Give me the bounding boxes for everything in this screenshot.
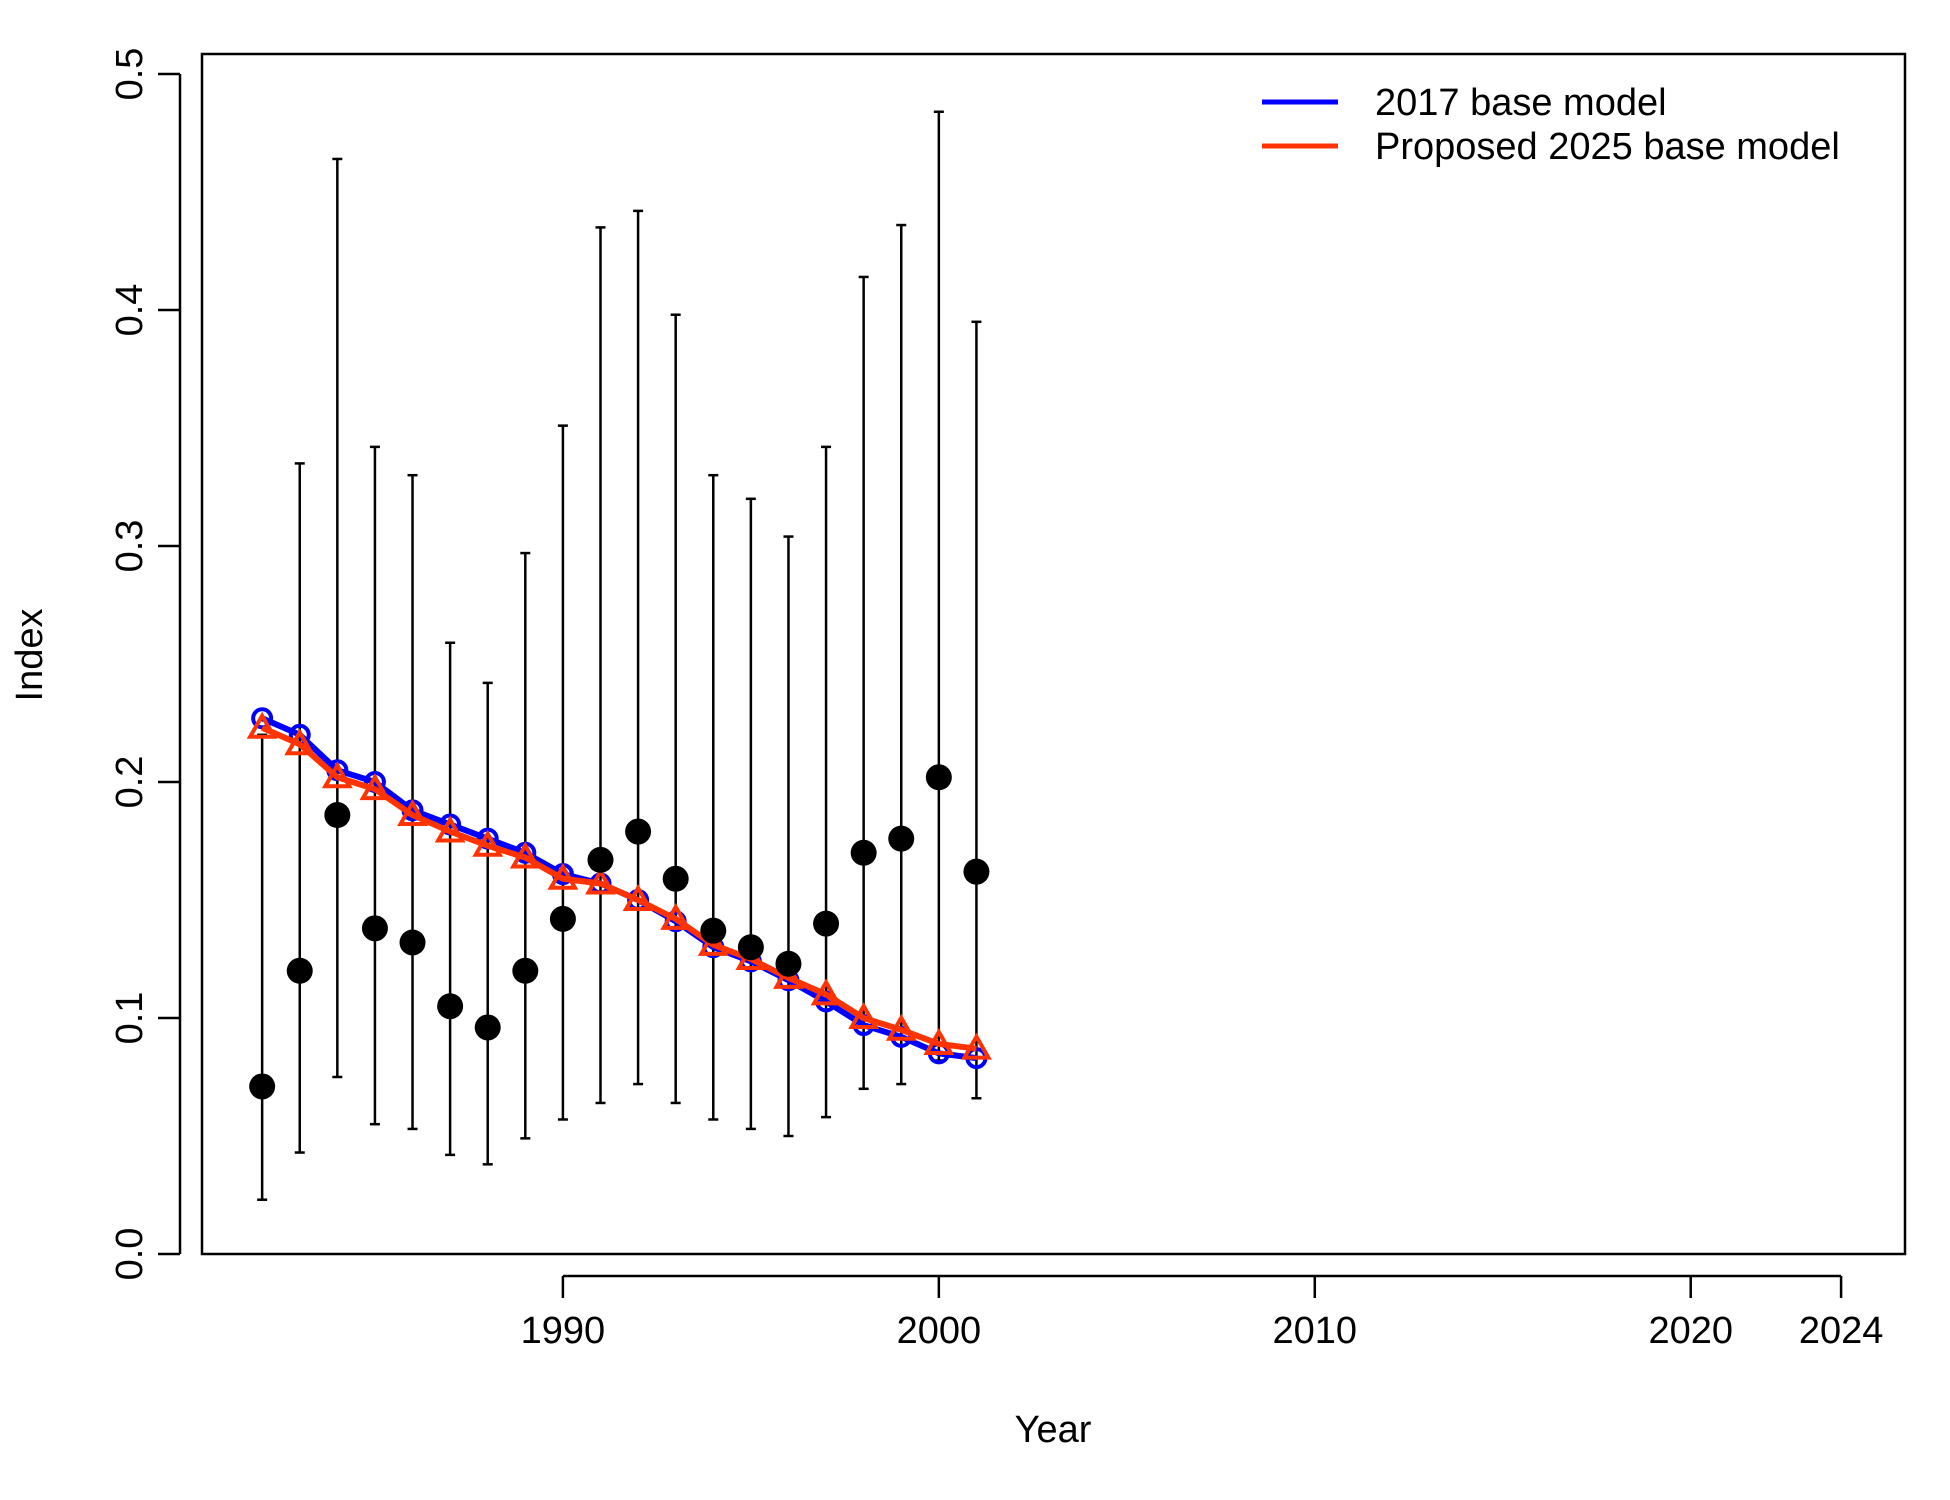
series-point-2025 [359,773,391,801]
y-tick-label: 0.3 [109,520,151,573]
observed-points [249,764,990,1100]
observed-point [549,905,576,932]
observed-point [700,917,727,944]
x-axis-label: Year [1015,1409,1092,1451]
observed-point [286,957,313,984]
series-lines [246,707,992,1070]
observed-point [775,950,802,977]
y-tick-label: 0.0 [109,1228,151,1281]
series-point-2025 [697,928,729,956]
series-point-2025 [660,902,692,930]
x-tick-label: 2010 [1273,1310,1358,1352]
series-point-2025 [509,841,541,869]
series-point-2025 [885,1013,917,1041]
observed-point [324,802,351,829]
y-tick-label: 0.2 [109,756,151,809]
series-point-2025 [321,761,353,789]
error-bars [257,110,982,1201]
y-axis-label: Index [9,609,51,702]
observed-point [512,957,539,984]
y-tick-label: 0.1 [109,992,151,1045]
series-point-2025 [622,883,654,911]
x-tick-label: 1990 [521,1310,606,1352]
series-point-2025 [585,867,616,895]
series-point-2025 [848,1001,880,1029]
series-point-2025 [246,711,278,739]
observed-point [361,915,388,942]
legend: 2017 base model Proposed 2025 base model [1262,82,1840,168]
series-point-2025 [923,1027,955,1055]
plot-frame [200,52,1907,1256]
x-tick-label: 2020 [1648,1310,1733,1352]
series-point-2025 [397,799,428,827]
legend-label-2025: Proposed 2025 base model [1375,126,1840,168]
x-axis: 1990 2000 2010 2020 2024 [521,1274,1884,1352]
y-axis: 0.0 0.1 0.2 0.3 0.4 0.5 [109,48,182,1281]
observed-point [474,1014,501,1041]
x-tick-label: 2000 [897,1310,982,1352]
observed-point [813,910,840,937]
observed-point [963,858,990,885]
observed-point [850,839,877,866]
series-point-2025 [434,815,466,843]
x-tick-label: 2024 [1799,1310,1884,1352]
series-point-2025 [960,1032,992,1060]
observed-point [249,1073,276,1100]
observed-point [737,934,764,961]
series-point-2025 [547,862,579,890]
series-point-2017 [251,707,274,730]
series-line-2017 [260,715,977,1062]
observed-point [662,865,689,892]
y-tick-label: 0.5 [109,48,151,101]
series-point-2025 [284,728,316,756]
y-tick-label: 0.4 [109,284,151,337]
observed-point [437,993,464,1020]
series-point-2025 [773,961,804,989]
series-point-2025 [472,829,504,857]
observed-point [925,764,952,791]
observed-point [587,846,614,873]
observed-point [625,818,652,845]
observed-point [399,929,426,956]
series-point-2025 [810,978,842,1006]
observed-point [888,825,915,852]
legend-label-2017: 2017 base model [1375,82,1667,124]
